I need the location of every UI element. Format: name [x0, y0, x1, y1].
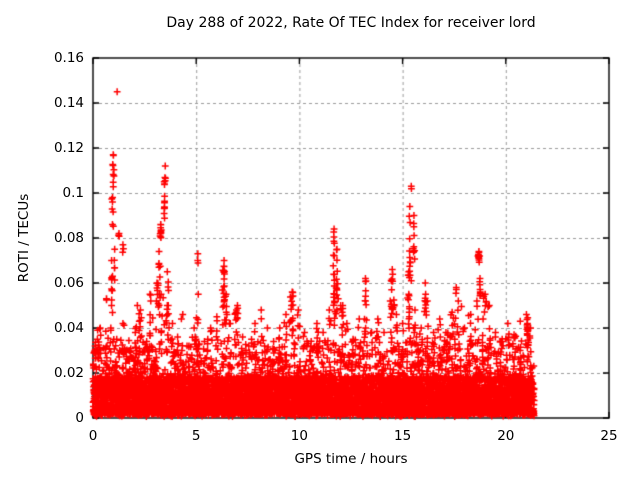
- y-axis-title: ROTI / TECUs: [16, 193, 32, 283]
- chart-title: Day 288 of 2022, Rate Of TEC Index for r…: [166, 15, 536, 31]
- x-axis-title: GPS time / hours: [294, 451, 408, 467]
